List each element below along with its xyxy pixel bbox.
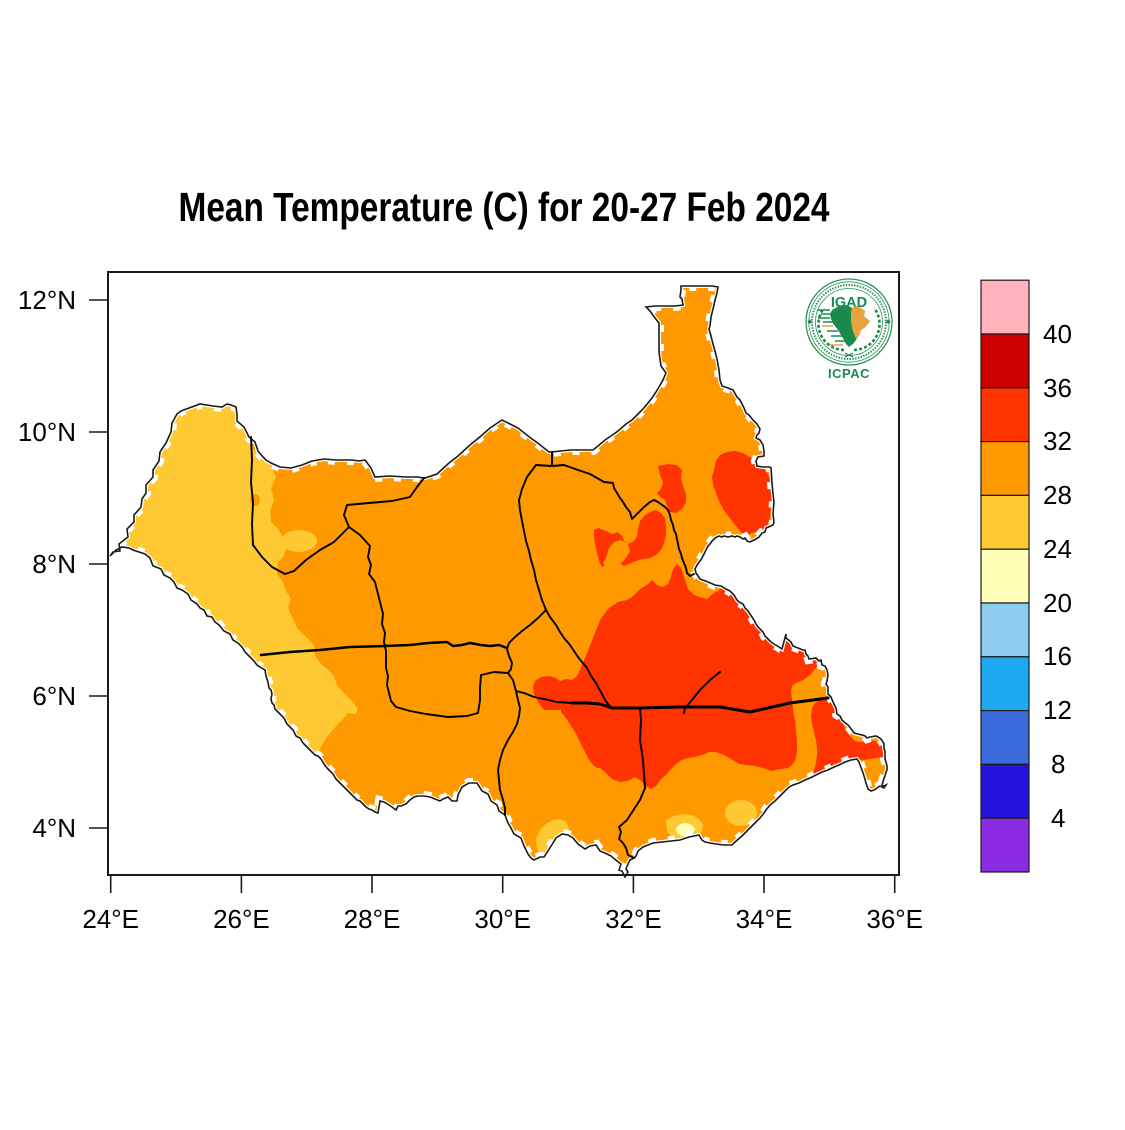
svg-text:26°E: 26°E bbox=[213, 904, 270, 934]
svg-text:36: 36 bbox=[1043, 373, 1072, 403]
svg-text:12: 12 bbox=[1043, 695, 1072, 725]
svg-text:8: 8 bbox=[1051, 749, 1065, 779]
svg-text:30°E: 30°E bbox=[474, 904, 531, 934]
svg-text:28°E: 28°E bbox=[344, 904, 401, 934]
svg-text:34°E: 34°E bbox=[736, 904, 793, 934]
svg-text:8°N: 8°N bbox=[32, 549, 76, 579]
svg-text:10°N: 10°N bbox=[18, 417, 76, 447]
svg-text:12°N: 12°N bbox=[18, 285, 76, 315]
svg-text:6°N: 6°N bbox=[32, 681, 76, 711]
svg-text:20: 20 bbox=[1043, 588, 1072, 618]
svg-text:40: 40 bbox=[1043, 319, 1072, 349]
svg-text:24: 24 bbox=[1043, 534, 1072, 564]
svg-text:Mean Temperature (C) for 20-27: Mean Temperature (C) for 20-27 Feb 2024 bbox=[178, 184, 829, 230]
svg-text:16: 16 bbox=[1043, 641, 1072, 671]
svg-text:36°E: 36°E bbox=[866, 904, 923, 934]
svg-text:32°E: 32°E bbox=[605, 904, 662, 934]
svg-text:24°E: 24°E bbox=[82, 904, 139, 934]
svg-text:28: 28 bbox=[1043, 480, 1072, 510]
svg-text:4°N: 4°N bbox=[32, 813, 76, 843]
svg-text:ICPAC: ICPAC bbox=[828, 366, 870, 381]
svg-text:4: 4 bbox=[1051, 803, 1065, 833]
svg-text:32: 32 bbox=[1043, 426, 1072, 456]
